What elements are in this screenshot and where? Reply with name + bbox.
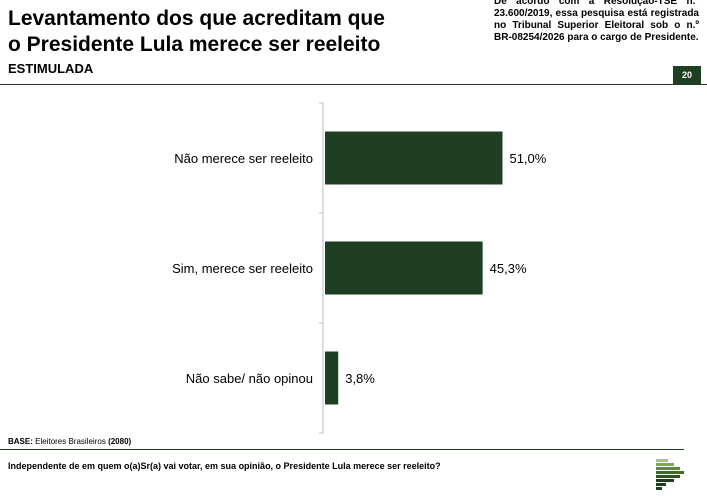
category-label: Sim, merece ser reeleito bbox=[172, 261, 313, 276]
stepped-bars-logo-icon bbox=[656, 459, 684, 490]
base-text: Eleitores Brasileiros bbox=[35, 437, 106, 446]
value-label: 51,0% bbox=[509, 151, 546, 166]
page-subtitle: ESTIMULADA bbox=[8, 61, 94, 76]
bar bbox=[325, 131, 503, 185]
value-label: 45,3% bbox=[490, 261, 527, 276]
page-title: Levantamento dos que acreditam que o Pre… bbox=[8, 6, 438, 58]
value-label: 3,8% bbox=[345, 371, 375, 386]
footer-divider bbox=[0, 449, 684, 450]
base-label: BASE: bbox=[8, 437, 33, 446]
category-label: Não merece ser reeleito bbox=[174, 151, 313, 166]
survey-question: Independente de em quem o(a)Sr(a) vai vo… bbox=[8, 461, 441, 471]
legal-registration-text: De acordo com a Resolução-TSE n.º 23.600… bbox=[494, 0, 699, 43]
bar-chart: Não merece ser reeleito 51,0% Sim, merece … bbox=[172, 102, 547, 434]
title-line-2: o Presidente Lula merece ser reeleito bbox=[8, 33, 381, 56]
base-note: BASE: Eleitores Brasileiros (2080) bbox=[8, 437, 131, 446]
header-divider bbox=[0, 84, 707, 85]
bar bbox=[325, 351, 339, 405]
base-count: (2080) bbox=[108, 437, 132, 446]
page-number-badge: 20 bbox=[673, 66, 701, 84]
bar bbox=[325, 241, 483, 295]
category-label: Não sabe/ não opinou bbox=[186, 371, 313, 386]
title-line-1: Levantamento dos que acreditam que bbox=[8, 7, 385, 30]
page-number: 20 bbox=[681, 70, 692, 80]
